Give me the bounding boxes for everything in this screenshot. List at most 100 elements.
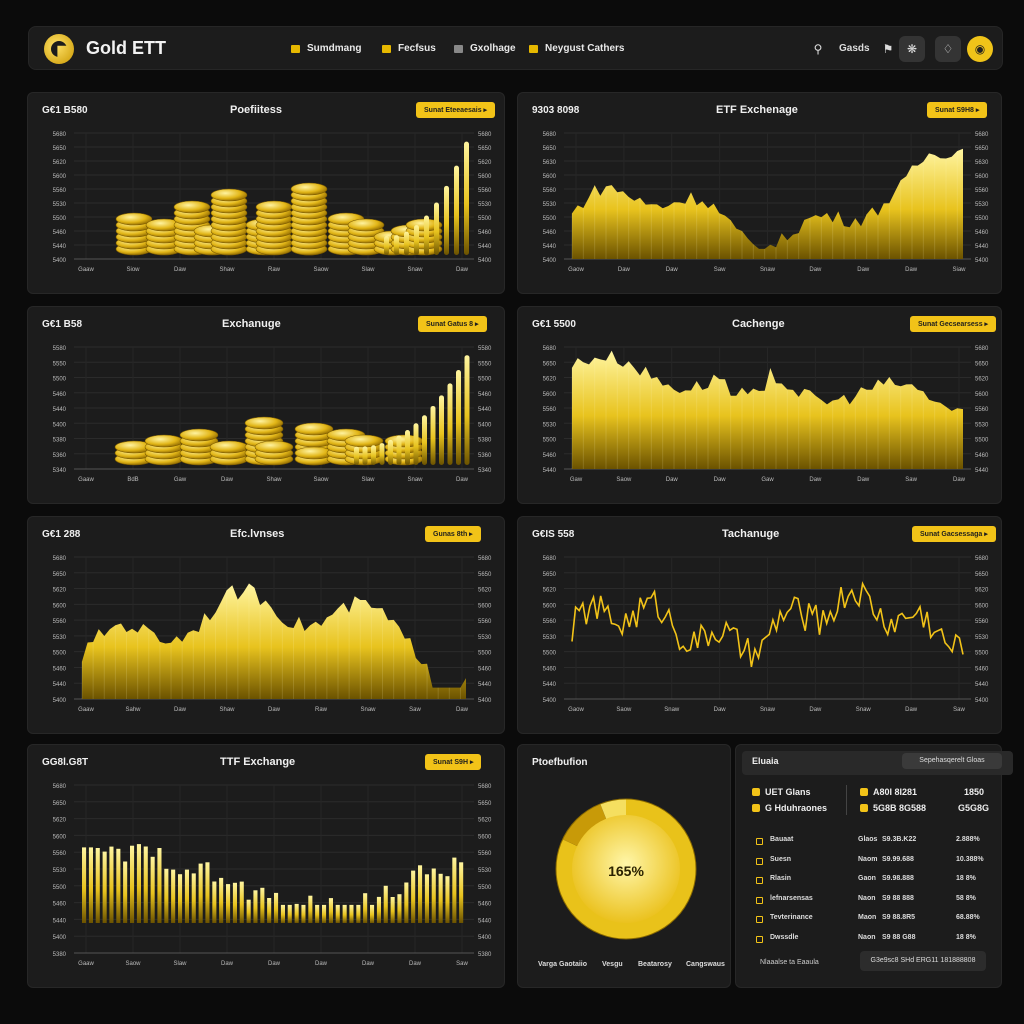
- holdings-footer-link[interactable]: Nlaaalse ta Eaaula: [760, 959, 819, 966]
- holding-row[interactable]: Dwssdle Naon S9 88 G88 18 8%: [756, 934, 988, 946]
- nav-item-focus[interactable]: Fecfsus: [382, 43, 436, 54]
- nav-item-others[interactable]: Neygust Cathers: [529, 43, 624, 54]
- panel-action-button[interactable]: Sunat Gacsessaga ▸: [912, 526, 996, 542]
- bar: [267, 898, 272, 923]
- y-tick-label-right: 5600: [478, 174, 492, 180]
- x-tick-label: Saw: [714, 267, 726, 273]
- y-tick-label: 5440: [53, 682, 67, 688]
- holding-row[interactable]: Tevterinance Maon S9 88.8R5 68.88%: [756, 914, 988, 926]
- bar: [143, 846, 148, 923]
- line-series: [571, 581, 964, 668]
- y-tick-label-right: 5680: [975, 346, 989, 352]
- summary-name: G Hduhraones: [765, 803, 828, 813]
- bell-icon[interactable]: ⚑: [882, 42, 894, 56]
- y-tick-label-right: 5440: [478, 918, 492, 924]
- bar: [452, 857, 457, 923]
- bar: [232, 882, 237, 923]
- x-tick-label: Daw: [809, 707, 822, 713]
- holding-row[interactable]: Suesn Naom S9.99.688 10.388%: [756, 856, 988, 868]
- y-tick-label: 5600: [53, 174, 67, 180]
- x-tick-label: Snaw: [360, 707, 376, 713]
- row-name: Dwssdle: [770, 933, 799, 941]
- holding-row[interactable]: Bauaat Glaos S9.3B.K22 2.888%: [756, 836, 988, 848]
- message-icon[interactable]: ♢: [935, 36, 961, 62]
- divider: [846, 785, 847, 815]
- panel-value: 9303 8098: [532, 105, 580, 116]
- bar: [335, 904, 340, 923]
- x-tick-label: Saw: [953, 707, 965, 713]
- x-tick-label: Saw: [456, 961, 468, 967]
- x-tick-label: Gaaw: [78, 477, 94, 483]
- x-tick-label: Siow: [126, 267, 140, 273]
- y-tick-label: 5680: [543, 132, 557, 138]
- y-tick-label-right: 5560: [975, 407, 989, 413]
- x-tick-label: Saw: [409, 707, 421, 713]
- x-tick-label: Saow: [616, 477, 632, 483]
- rising-bar: [404, 231, 409, 255]
- chart-svg: 5680 5680 5650 5650 5620 5620 5600 5600 5560 5560…: [53, 784, 492, 967]
- y-tick-label-right: 5560: [478, 619, 492, 625]
- panel-action-label: Sunat Eteeaesais ▸: [424, 107, 488, 114]
- bar: [274, 892, 279, 923]
- y-tick-label-right: 5560: [975, 619, 989, 625]
- panel-action-label: Sunat Gatus 8 ▸: [426, 321, 479, 328]
- nav-focus-icon: [382, 44, 391, 53]
- panel-action-button[interactable]: Sunat Gatus 8 ▸: [418, 316, 487, 332]
- summary-icon: [752, 788, 760, 796]
- account-label[interactable]: Gasds: [839, 43, 870, 54]
- y-tick-label: 5680: [53, 556, 67, 562]
- rising-bar: [447, 383, 453, 465]
- holding-row[interactable]: Rlasin Gaon S9.98.888 18 8%: [756, 875, 988, 887]
- chart-panel-portfolio: 5680 5680 5650 5650 5620 5620 5600 5600 5560 5560…: [27, 92, 505, 294]
- panel-action-button[interactable]: Gunas 8th ▸: [425, 526, 481, 542]
- bar: [287, 904, 292, 923]
- holdings-filter-dropdown[interactable]: Sepehasqerelt Gloas: [902, 753, 1002, 769]
- panel-title: Cachenge: [732, 318, 785, 330]
- y-tick-label: 5630: [543, 160, 557, 166]
- rising-bar: [464, 355, 470, 465]
- panel-title: Tachanuge: [722, 528, 780, 540]
- y-tick-label-right: 5560: [975, 188, 989, 194]
- gold-logo-icon[interactable]: [44, 34, 74, 64]
- coin: [179, 428, 219, 442]
- rising-bar: [434, 202, 439, 255]
- y-tick-label-right: 5340: [478, 468, 492, 474]
- y-tick-label-right: 5530: [478, 868, 492, 874]
- y-tick-label-right: 5650: [478, 572, 492, 578]
- holding-row[interactable]: lefnarsensas Naon S9 88 888 58 8%: [756, 895, 988, 907]
- panel-value: G€1 288: [42, 529, 81, 540]
- panel-action-button[interactable]: Sunat S9H ▸: [425, 754, 482, 770]
- coin: [347, 218, 385, 232]
- area-series: [572, 148, 963, 259]
- panel-action-button[interactable]: Sunat S9H8 ▸: [927, 102, 988, 118]
- row-type: Maon: [858, 914, 877, 921]
- x-tick-label: Daw: [221, 961, 234, 967]
- nav-item-exchange[interactable]: Gxolhage: [454, 43, 516, 54]
- rising-bar: [379, 443, 385, 465]
- bar: [260, 887, 265, 923]
- y-tick-label: 5440: [53, 244, 67, 250]
- y-tick-label-right: 5440: [975, 468, 989, 474]
- panel-action-button[interactable]: Sunat Gecsearsess ▸: [910, 316, 997, 332]
- panel-value: G€1 B580: [42, 105, 88, 116]
- panel-title: Efc.lvnses: [230, 528, 285, 540]
- y-tick-label-right: 5620: [478, 588, 492, 594]
- profile-avatar-icon[interactable]: ◉: [967, 36, 993, 62]
- panel-action-button[interactable]: Sunat Eteeaesais ▸: [416, 102, 496, 118]
- y-tick-label: 5500: [543, 216, 557, 222]
- rising-bar: [394, 235, 399, 255]
- help-icon[interactable]: ⚲: [813, 42, 823, 56]
- y-tick-label: 5460: [53, 230, 67, 236]
- y-tick-label-right: 5500: [478, 885, 492, 891]
- nav-item-summary[interactable]: Sumdmang: [291, 43, 361, 54]
- settings-icon[interactable]: ❋: [899, 36, 925, 62]
- bar: [404, 882, 409, 923]
- y-tick-label: 5530: [53, 202, 67, 208]
- row-icon: [756, 838, 763, 845]
- row-amount: S9.98.888: [882, 875, 914, 882]
- y-tick-label: 5620: [543, 588, 557, 594]
- x-tick-label: Sahw: [125, 707, 141, 713]
- nav-label: Neygust Cathers: [545, 43, 625, 54]
- x-tick-label: Daw: [174, 267, 187, 273]
- coin: [209, 440, 249, 454]
